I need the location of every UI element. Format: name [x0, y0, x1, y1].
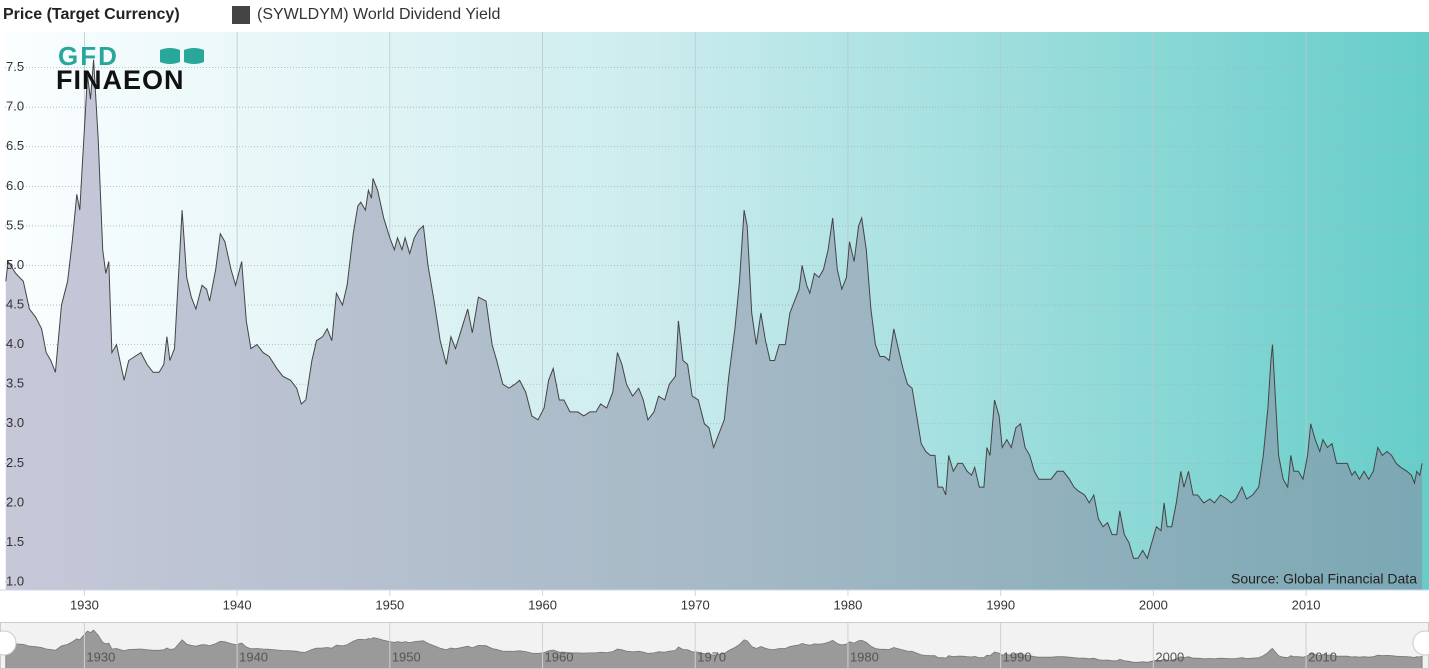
y-tick-label: 4.0: [6, 336, 24, 351]
navigator-tick-label: 1970: [697, 649, 726, 664]
legend-label[interactable]: (SYWLDYM) World Dividend Yield: [257, 6, 500, 23]
logo-leaves: [160, 48, 204, 64]
navigator-tick-label: 2000: [1155, 649, 1184, 664]
x-tick-label: 1970: [681, 597, 710, 612]
area-fill: [5, 59, 1423, 590]
area-layer: [5, 59, 1423, 590]
navigator-tick-label: 1940: [239, 649, 268, 664]
legend-title: Price (Target Currency): [3, 6, 180, 23]
legend-swatch[interactable]: [232, 6, 250, 24]
y-tick-label: 7.5: [6, 59, 24, 74]
x-tick-label: 1940: [223, 597, 252, 612]
y-tick-label: 7.0: [6, 99, 24, 114]
x-tick-label: 1950: [375, 597, 404, 612]
logo-top: GFD: [58, 41, 119, 71]
y-tick-label: 1.5: [6, 534, 24, 549]
x-tick-label: 2010: [1292, 597, 1321, 612]
logo-bottom: FINAEON: [56, 65, 185, 95]
logo: GFD FINAEON: [56, 41, 204, 95]
y-tick-label: 6.0: [6, 178, 24, 193]
y-tick-label: 2.5: [6, 455, 24, 470]
y-tick-label: 3.5: [6, 376, 24, 391]
x-tick-label: 1930: [70, 597, 99, 612]
y-tick-label: 4.5: [6, 297, 24, 312]
navigator-tick-label: 1960: [545, 649, 574, 664]
navigator-tick-label: 1990: [1003, 649, 1032, 664]
source-note: Source: Global Financial Data: [1231, 571, 1417, 587]
x-tick-label: 1990: [986, 597, 1015, 612]
navigator-handle-right[interactable]: [1412, 630, 1429, 656]
navigator-tick-label: 1980: [850, 649, 879, 664]
x-tick-label: 2000: [1139, 597, 1168, 612]
navigator-tick-label: 1950: [392, 649, 421, 664]
navigator-tick-label: 1930: [86, 649, 115, 664]
y-tick-label: 2.0: [6, 494, 24, 509]
y-tick-label: 5.5: [6, 217, 24, 232]
navigator-handle-left[interactable]: [0, 630, 17, 656]
header-bg: [0, 0, 1429, 32]
navigator-tick-label: 2010: [1308, 649, 1337, 664]
y-tick-label: 6.5: [6, 138, 24, 153]
y-tick-label: 5.0: [6, 257, 24, 272]
navigator-area: [5, 629, 1423, 669]
x-tick-label: 1980: [833, 597, 862, 612]
area-line: [5, 59, 1423, 560]
x-tick-label: 1960: [528, 597, 557, 612]
y-tick-label: 1.0: [6, 574, 24, 589]
y-tick-label: 3.0: [6, 415, 24, 430]
